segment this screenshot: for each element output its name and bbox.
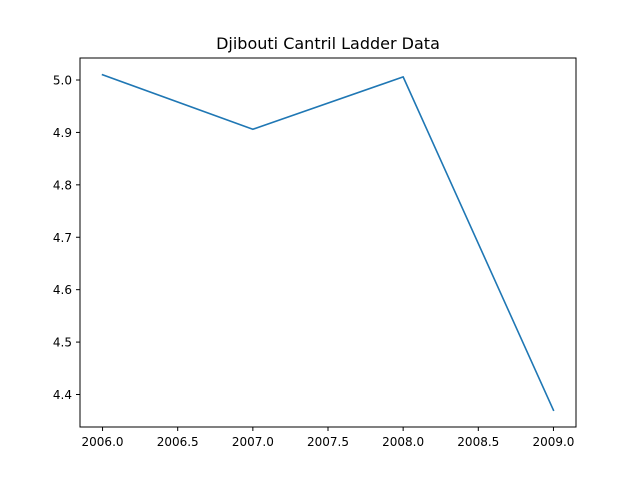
y-tick-label: 5.0 [53,74,72,88]
plot-area: 2006.0 2006.5 2007.0 2007.5 2008.0 2008.5 2009… [53,57,577,449]
x-tick-label: 2008.0 [382,435,424,449]
x-tick-label: 2006.0 [82,435,124,449]
series-line [101,73,555,412]
y-tick-label: 4.9 [53,126,72,140]
y-tick-label: 4.6 [53,283,72,297]
x-tick-label: 2009.0 [532,435,574,449]
axes-frame [79,57,577,428]
x-tick-label: 2006.5 [157,435,199,449]
y-tick-label: 4.7 [53,231,72,245]
y-tick-label: 4.4 [53,388,72,402]
x-tick-label: 2008.5 [457,435,499,449]
x-tick-label: 2007.5 [307,435,349,449]
y-tick-label: 4.8 [53,178,72,192]
x-tick-label: 2007.0 [232,435,274,449]
chart-title: Djibouti Cantril Ladder Data [216,34,440,53]
y-tick-label: 4.5 [53,336,72,350]
